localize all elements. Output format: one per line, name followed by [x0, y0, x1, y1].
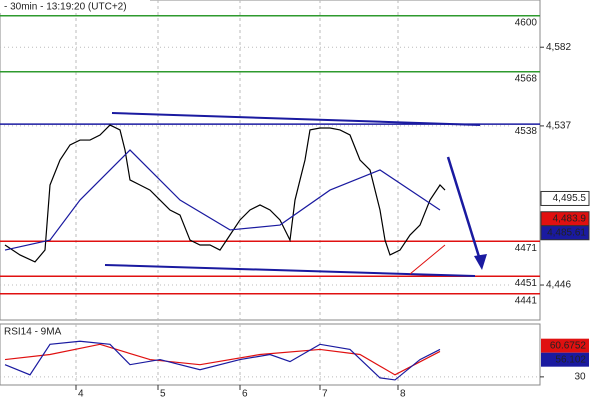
level-label: 4471 — [515, 243, 538, 254]
x-tick-label: 6 — [242, 389, 248, 400]
arrow — [446, 156, 482, 261]
series-line — [4, 340, 441, 381]
rsi-box — [541, 352, 589, 367]
rsi-value-label: 56.102 — [555, 354, 586, 365]
x-tick-label: 5 — [160, 389, 166, 400]
header-bg — [0, 0, 150, 13]
price-label: 4,485.61 — [547, 227, 586, 238]
level-label: 4441 — [515, 295, 538, 306]
rsi-label: RSI14 - 9MA — [4, 327, 62, 338]
series-line — [4, 343, 441, 376]
price-label: 4,495.5 — [553, 193, 587, 204]
x-tick-label: 8 — [400, 389, 406, 400]
trend-line — [111, 112, 481, 126]
trend-line — [104, 264, 476, 277]
chart-title: - 30min - 13:19:20 (UTC+2) — [4, 2, 127, 13]
trend-line — [409, 244, 446, 275]
y-tick-label: 4,537 — [546, 121, 571, 132]
price-label: 4,483.9 — [553, 213, 587, 224]
price-box — [540, 190, 590, 206]
arrow-head — [474, 254, 487, 270]
level-label-bg — [510, 125, 538, 137]
level-label-bg — [510, 16, 538, 28]
level-label: 4600 — [515, 17, 538, 28]
level-label: 4568 — [515, 73, 538, 84]
rsi-value-label: 60.6752 — [550, 340, 587, 351]
x-tick-label: 4 — [78, 389, 84, 400]
level-label-bg — [510, 72, 538, 84]
y-tick-label: 4,582 — [546, 42, 571, 53]
y-tick-label: 30 — [574, 372, 586, 383]
level-label-bg — [510, 277, 538, 289]
price-box — [540, 225, 590, 241]
x-tick-label: 7 — [322, 389, 328, 400]
rsi-box — [541, 338, 589, 353]
main-panel — [0, 0, 541, 321]
level-label: 4538 — [515, 126, 538, 137]
level-label-bg — [510, 242, 538, 254]
level-label-bg — [510, 294, 538, 306]
y-tick-label: 4,446 — [546, 280, 571, 291]
rsi-panel — [0, 323, 541, 386]
series-line — [4, 149, 441, 251]
level-label: 4451 — [515, 278, 538, 289]
series-line — [4, 124, 446, 263]
